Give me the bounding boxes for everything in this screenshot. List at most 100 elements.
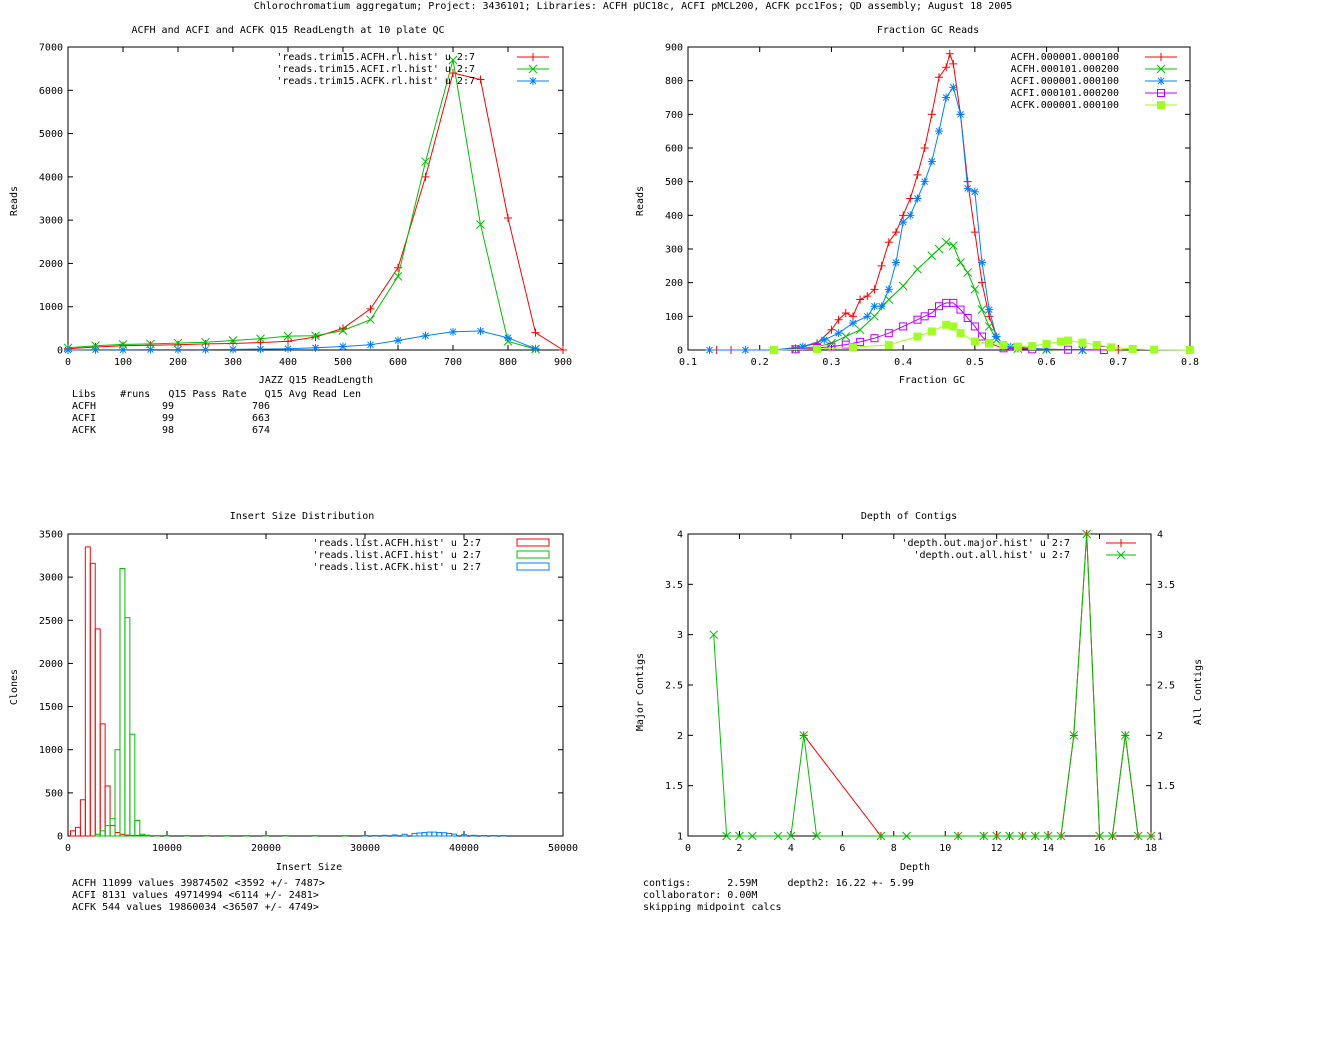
data-point (949, 83, 958, 92)
legend-label: ACFI.000001.000100 (1011, 76, 1119, 87)
data-point (927, 157, 936, 166)
x-tick-label: 10 (939, 843, 951, 854)
x-tick-label: 6 (839, 843, 845, 854)
data-point (992, 332, 1001, 341)
y-tick-label: 6000 (39, 86, 63, 97)
histogram-bar (154, 835, 161, 837)
series-line (67, 330, 536, 351)
data-point (1042, 339, 1051, 348)
data-point (863, 312, 872, 321)
data-point (899, 211, 908, 220)
data-point (963, 268, 973, 277)
y-axis-label: Clones (9, 669, 20, 705)
data-point (884, 329, 893, 338)
x-tick-label: 0.7 (1109, 357, 1127, 368)
data-point (1095, 831, 1104, 841)
data-point (870, 311, 879, 321)
data-point (747, 831, 757, 841)
data-point (985, 312, 994, 321)
x-tick-label: 20000 (251, 843, 281, 854)
histogram-bar (79, 799, 86, 837)
data-point (91, 341, 100, 351)
data-point (920, 144, 929, 152)
data-point (1092, 340, 1101, 349)
data-point (1157, 53, 1165, 61)
legend-label: 'reads.trim15.ACFH.rl.hist' u 2:7 (276, 52, 475, 63)
data-point (773, 831, 783, 841)
y-tick-label: 7000 (39, 43, 63, 54)
data-point (1133, 831, 1143, 841)
data-point (64, 346, 72, 354)
data-point (256, 345, 265, 354)
data-point (421, 331, 430, 340)
x-tick-label: 0.5 (966, 357, 984, 368)
histogram-bar (94, 628, 101, 837)
data-point (91, 345, 100, 354)
legend-swatch (516, 562, 550, 571)
data-point (902, 831, 911, 841)
x-axis-label: Insert Size (276, 862, 342, 873)
data-point (913, 332, 922, 341)
x-tick-label: 0 (685, 843, 691, 854)
data-point (1108, 831, 1117, 841)
y-tick-label: 1000 (39, 302, 63, 313)
legend-label: 'reads.list.ACFH.hist' u 2:7 (312, 538, 481, 549)
data-point (722, 831, 731, 841)
histogram-bar (451, 833, 458, 837)
insert-size-chart: Insert Size Distribution Insert Size Clo… (9, 511, 578, 873)
data-point (448, 55, 458, 65)
histogram-bar (446, 832, 453, 837)
data-point (476, 220, 485, 229)
plot-frame (687, 46, 1191, 351)
stats-line: collaborator: 0.00M (643, 890, 757, 901)
data-point (827, 342, 836, 351)
histogram-bar (203, 835, 210, 837)
data-point (1114, 346, 1123, 354)
series-line (67, 72, 564, 351)
data-point (1028, 341, 1037, 350)
data-point (870, 334, 879, 343)
data-point (942, 320, 951, 329)
y-tick-label: 1500 (39, 702, 63, 713)
x-tick-label: 10000 (152, 843, 182, 854)
data-point (848, 343, 857, 352)
histogram-bar (89, 562, 96, 837)
x-axis-label: Fraction GC (899, 375, 965, 386)
data-point (174, 345, 182, 354)
data-point (1116, 550, 1126, 560)
data-point (705, 346, 714, 354)
y-tick-label: 3.5 (665, 580, 683, 591)
data-point (1146, 831, 1156, 841)
y-tick-label: 1000 (39, 745, 63, 756)
table-cell-len: 663 (252, 413, 270, 424)
y-tick-label: 2000 (39, 659, 63, 670)
y-tick-label: 4000 (39, 172, 63, 183)
y2-axis-label: All Contigs (1193, 659, 1204, 725)
data-point (393, 272, 403, 281)
data-point (899, 322, 908, 331)
histogram-bar (436, 832, 443, 837)
histogram-bar (426, 831, 433, 837)
data-point (870, 285, 879, 294)
data-point (827, 325, 836, 334)
y-axis-label: Major Contigs (635, 653, 646, 731)
data-point (953, 831, 963, 841)
data-point (927, 110, 936, 119)
data-point (949, 59, 958, 68)
data-point (884, 238, 893, 247)
data-point (891, 228, 900, 237)
legend-label: ACFH.000101.000200 (1011, 64, 1119, 75)
data-point (820, 335, 829, 344)
data-point (935, 127, 943, 136)
histogram-bar (119, 568, 126, 837)
y2-tick-label: 2 (1157, 731, 1163, 742)
x-tick-label: 14 (1042, 843, 1054, 854)
y-tick-label: 3 (677, 630, 683, 641)
histogram-bar (94, 833, 101, 837)
x-tick-label: 0.1 (679, 357, 697, 368)
data-point (284, 337, 292, 346)
data-point (977, 305, 987, 314)
data-point (985, 339, 994, 348)
histogram-bar (183, 835, 190, 837)
histogram-bar (74, 826, 81, 837)
